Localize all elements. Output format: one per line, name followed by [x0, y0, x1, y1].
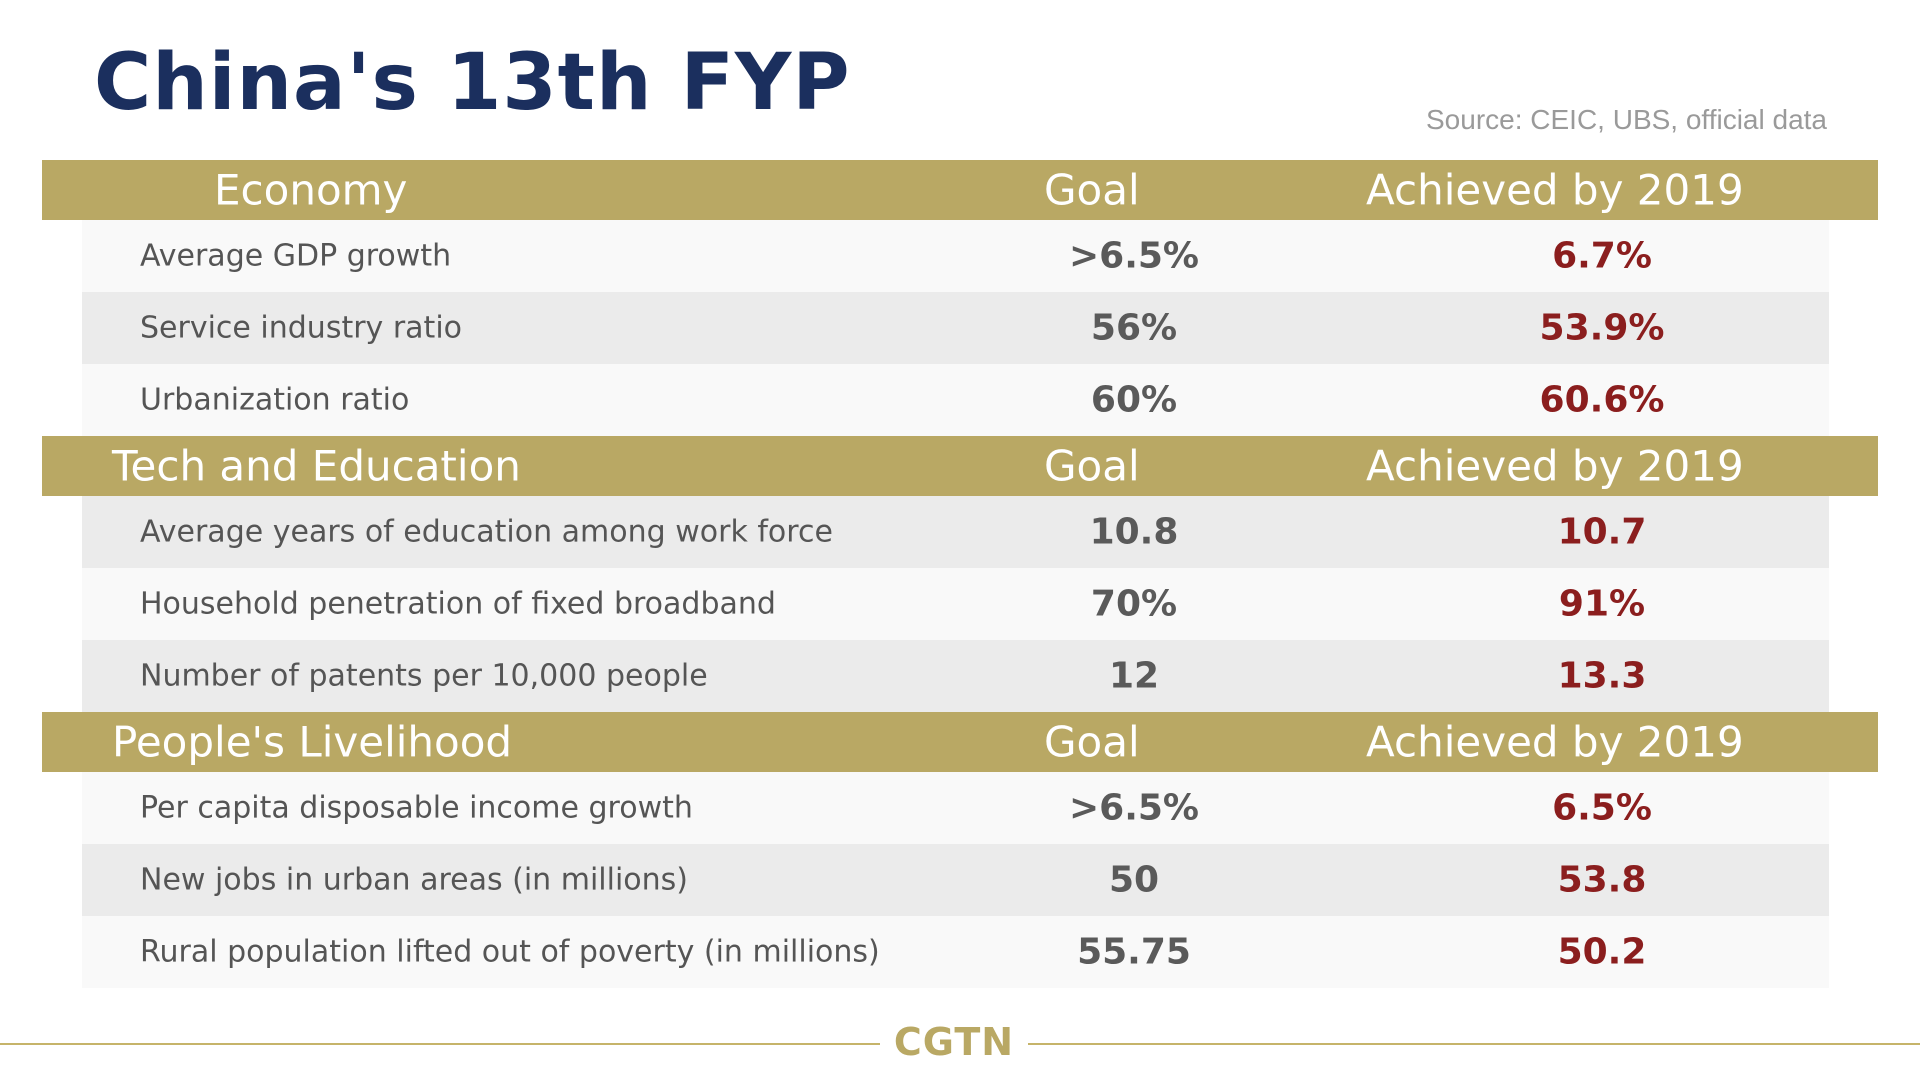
- achieved-value: 6.7%: [1552, 235, 1652, 277]
- achieved-column-header: Achieved by 2019: [1366, 165, 1744, 215]
- section-title: People's Livelihood: [112, 717, 513, 767]
- source-note: Source: CEIC, UBS, official data: [1426, 104, 1827, 135]
- table-row: Average years of education among work fo…: [82, 496, 1829, 568]
- cgtn-logo: CGTN: [893, 1020, 1015, 1064]
- table-row: Service industry ratio 56% 53.9%: [82, 292, 1829, 364]
- goal-value: 56%: [1090, 307, 1178, 349]
- goal-value: 50: [1108, 859, 1160, 901]
- section-livelihood: People's Livelihood Goal Achieved by 201…: [0, 712, 1920, 988]
- page-title: China's 13th FYP: [94, 38, 851, 128]
- section-title: Economy: [214, 165, 408, 215]
- table-row: Household penetration of fixed broadband…: [82, 568, 1829, 640]
- table-row: New jobs in urban areas (in millions) 50…: [82, 844, 1829, 916]
- indicator-label: Household penetration of fixed broadband: [140, 586, 776, 622]
- achieved-column-header: Achieved by 2019: [1366, 717, 1744, 767]
- table-row: Per capita disposable income growth >6.5…: [82, 772, 1829, 844]
- achieved-value: 53.8: [1557, 859, 1647, 901]
- footer-divider-right: [1028, 1043, 1920, 1045]
- table-row: Average GDP growth >6.5% 6.7%: [82, 220, 1829, 292]
- section-economy: Economy Goal Achieved by 2019 Average GD…: [0, 160, 1920, 436]
- goal-value: >6.5%: [1068, 235, 1199, 277]
- section-tech-education: Tech and Education Goal Achieved by 2019…: [0, 436, 1920, 712]
- achieved-value: 91%: [1558, 583, 1646, 625]
- footer-divider-left: [0, 1043, 880, 1045]
- achieved-value: 6.5%: [1552, 787, 1652, 829]
- goal-column-header: Goal: [1044, 441, 1140, 491]
- goal-column-header: Goal: [1044, 717, 1140, 767]
- table-row: Number of patents per 10,000 people 12 1…: [82, 640, 1829, 712]
- section-title: Tech and Education: [112, 441, 521, 491]
- goal-value: 12: [1108, 655, 1160, 697]
- achieved-value: 10.7: [1557, 511, 1647, 553]
- goal-value: >6.5%: [1068, 787, 1199, 829]
- table-row: Rural population lifted out of poverty (…: [82, 916, 1829, 988]
- goal-value: 10.8: [1089, 511, 1179, 553]
- achieved-column-header: Achieved by 2019: [1366, 441, 1744, 491]
- section-header: People's Livelihood Goal Achieved by 201…: [42, 712, 1878, 772]
- goal-column-header: Goal: [1044, 165, 1140, 215]
- achieved-value: 53.9%: [1539, 307, 1665, 349]
- achieved-value: 60.6%: [1539, 379, 1665, 421]
- indicator-label: Number of patents per 10,000 people: [140, 658, 708, 694]
- goal-value: 60%: [1090, 379, 1178, 421]
- section-header: Tech and Education Goal Achieved by 2019: [42, 436, 1878, 496]
- indicator-label: New jobs in urban areas (in millions): [140, 862, 688, 898]
- indicator-label: Average years of education among work fo…: [140, 514, 833, 550]
- achieved-value: 50.2: [1557, 931, 1647, 973]
- indicator-label: Urbanization ratio: [140, 382, 410, 418]
- indicator-label: Service industry ratio: [140, 310, 463, 346]
- indicator-label: Average GDP growth: [140, 238, 452, 274]
- achieved-value: 13.3: [1557, 655, 1647, 697]
- indicator-label: Rural population lifted out of poverty (…: [140, 934, 880, 970]
- goal-value: 70%: [1090, 583, 1178, 625]
- table-row: Urbanization ratio 60% 60.6%: [82, 364, 1829, 436]
- section-header: Economy Goal Achieved by 2019: [42, 160, 1878, 220]
- indicator-label: Per capita disposable income growth: [140, 790, 693, 826]
- goal-value: 55.75: [1077, 931, 1191, 973]
- fyp-table: Economy Goal Achieved by 2019 Average GD…: [0, 160, 1920, 988]
